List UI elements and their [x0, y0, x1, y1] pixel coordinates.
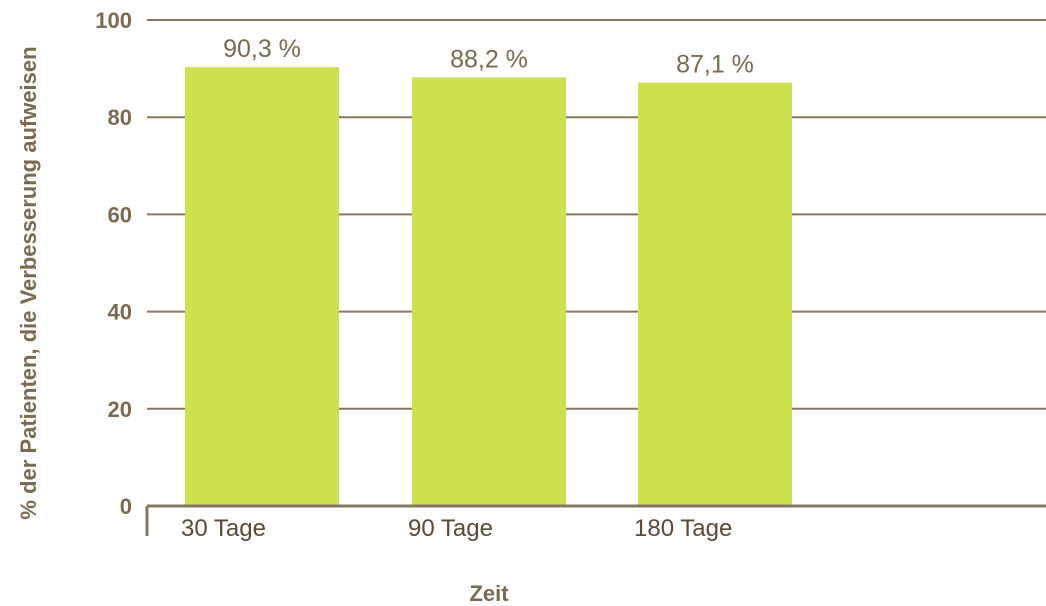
data-labels: 90,3 % 88,2 % 87,1 % [223, 35, 754, 79]
y-tick-labels: 0 20 40 60 80 100 [95, 8, 132, 519]
y-axis-title: % der Patienten, die Verbesserung aufwei… [16, 46, 41, 519]
x-category-label: 30 Tage [181, 515, 266, 542]
x-category-label: 90 Tage [408, 515, 493, 542]
x-category-label: 180 Tage [634, 515, 732, 542]
data-label: 88,2 % [450, 45, 528, 73]
y-tick-label: 100 [95, 8, 132, 33]
data-label: 87,1 % [676, 51, 754, 79]
data-label: 90,3 % [223, 35, 301, 63]
y-tick-label: 40 [108, 300, 132, 325]
bar [185, 67, 339, 506]
y-tick-label: 0 [120, 494, 132, 519]
y-tick-label: 80 [108, 105, 132, 130]
x-category-labels: 30 Tage 90 Tage 180 Tage [181, 515, 732, 542]
bars [185, 67, 792, 507]
bar [638, 82, 792, 506]
x-axis-title: Zeit [469, 581, 509, 606]
bar [412, 77, 566, 507]
y-tick-label: 20 [108, 397, 132, 422]
y-tick-label: 60 [108, 202, 132, 227]
